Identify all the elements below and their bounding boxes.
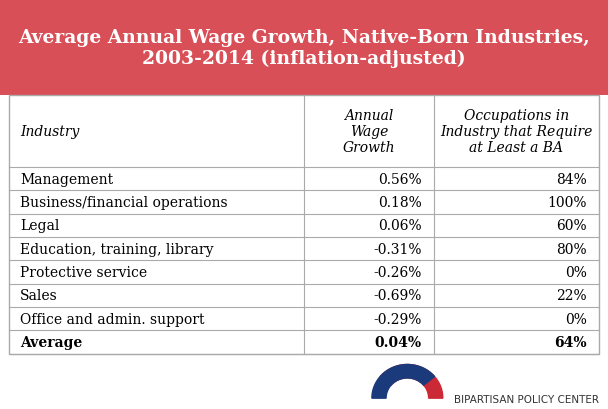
Text: Legal: Legal xyxy=(20,219,60,233)
Text: Management: Management xyxy=(20,172,113,187)
Text: 0.56%: 0.56% xyxy=(378,172,421,187)
Text: -0.29%: -0.29% xyxy=(373,312,421,326)
Text: Office and admin. support: Office and admin. support xyxy=(20,312,204,326)
Text: 100%: 100% xyxy=(547,196,587,209)
Text: Education, training, library: Education, training, library xyxy=(20,242,213,256)
Text: 0%: 0% xyxy=(565,265,587,279)
Text: 22%: 22% xyxy=(556,289,587,303)
Text: 80%: 80% xyxy=(556,242,587,256)
Text: -0.26%: -0.26% xyxy=(373,265,421,279)
Polygon shape xyxy=(380,364,443,398)
Text: -0.31%: -0.31% xyxy=(373,242,421,256)
Text: 0.04%: 0.04% xyxy=(375,335,421,349)
Text: 0.06%: 0.06% xyxy=(378,219,421,233)
Text: 84%: 84% xyxy=(556,172,587,187)
Text: 0%: 0% xyxy=(565,312,587,326)
Text: Average: Average xyxy=(20,335,82,349)
Polygon shape xyxy=(372,364,435,398)
Text: Annual
Wage
Growth: Annual Wage Growth xyxy=(343,109,395,155)
Text: BIPARTISAN POLICY CENTER: BIPARTISAN POLICY CENTER xyxy=(454,394,599,404)
Text: 60%: 60% xyxy=(556,219,587,233)
Text: 0.18%: 0.18% xyxy=(378,196,421,209)
Text: Sales: Sales xyxy=(20,289,58,303)
Text: Industry: Industry xyxy=(20,125,80,139)
Text: Protective service: Protective service xyxy=(20,265,147,279)
Text: -0.69%: -0.69% xyxy=(373,289,421,303)
Text: Average Annual Wage Growth, Native-Born Industries,
2003-2014 (inflation-adjuste: Average Annual Wage Growth, Native-Born … xyxy=(18,29,590,67)
Text: Business/financial operations: Business/financial operations xyxy=(20,196,227,209)
Text: Occupations in
Industry that Require
at Least a BA: Occupations in Industry that Require at … xyxy=(440,109,593,155)
Text: 64%: 64% xyxy=(554,335,587,349)
